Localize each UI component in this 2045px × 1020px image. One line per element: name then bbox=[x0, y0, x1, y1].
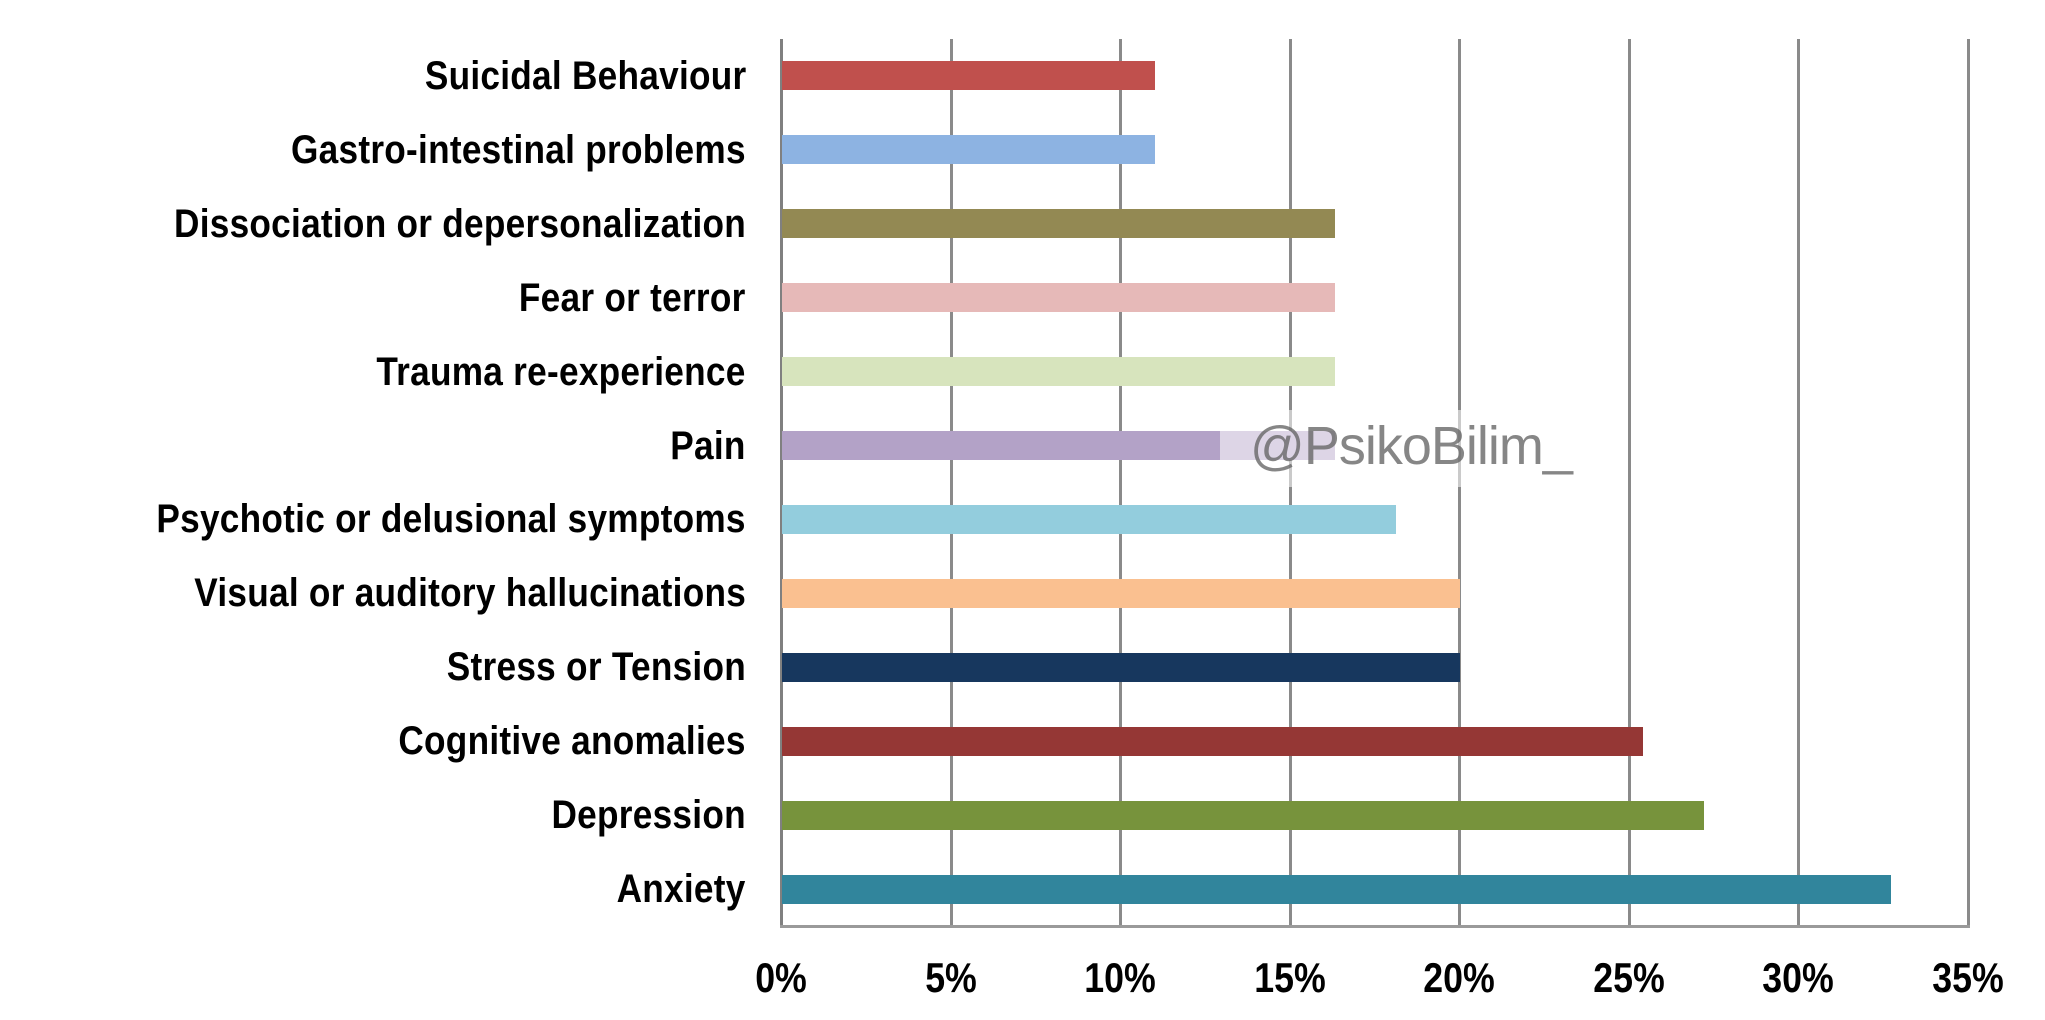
category-label: Fear or terror bbox=[519, 275, 746, 320]
category-label: Depression bbox=[551, 793, 746, 838]
x-tick-label: 0% bbox=[755, 954, 807, 1001]
category-label: Cognitive anomalies bbox=[398, 719, 746, 764]
x-tick-label: 10% bbox=[1084, 954, 1156, 1001]
x-tick-label: 15% bbox=[1253, 954, 1326, 1001]
bar bbox=[782, 283, 1335, 313]
watermark: @PsikoBilim_ bbox=[1250, 416, 1573, 476]
y-axis-line bbox=[780, 39, 783, 928]
x-tick-label: 35% bbox=[1932, 954, 2004, 1001]
gridline bbox=[1967, 39, 1970, 926]
gridline bbox=[949, 39, 953, 926]
category-label: Dissociation or depersonalization bbox=[173, 201, 746, 246]
bar bbox=[782, 652, 1461, 682]
bar bbox=[782, 504, 1396, 534]
bar bbox=[782, 800, 1705, 830]
category-label: Stress or Tension bbox=[446, 645, 746, 690]
bar bbox=[782, 61, 1156, 91]
x-tick-label: 20% bbox=[1423, 954, 1496, 1001]
gridline bbox=[1797, 39, 1801, 926]
x-tick-label: 30% bbox=[1762, 954, 1835, 1001]
x-tick-label: 25% bbox=[1593, 954, 1665, 1001]
bar bbox=[782, 357, 1335, 387]
gridline bbox=[1119, 39, 1123, 926]
bar bbox=[782, 209, 1335, 239]
bar bbox=[782, 578, 1461, 608]
bar bbox=[782, 135, 1156, 165]
bar bbox=[782, 874, 1891, 904]
gridline bbox=[1627, 39, 1631, 926]
category-label: Suicidal Behaviour bbox=[424, 53, 746, 98]
category-label: Visual or auditory hallucinations bbox=[194, 571, 746, 616]
category-label: Gastro-intestinal problems bbox=[291, 127, 746, 172]
bar bbox=[782, 726, 1644, 756]
x-axis-line bbox=[780, 925, 1970, 928]
category-label: Trauma re-experience bbox=[376, 349, 746, 394]
watermark-backdrop bbox=[1220, 410, 1560, 487]
category-label: Pain bbox=[670, 423, 746, 468]
x-tick-label: 5% bbox=[924, 954, 977, 1001]
category-label: Psychotic or delusional symptoms bbox=[156, 497, 746, 542]
category-label: Anxiety bbox=[616, 867, 746, 912]
